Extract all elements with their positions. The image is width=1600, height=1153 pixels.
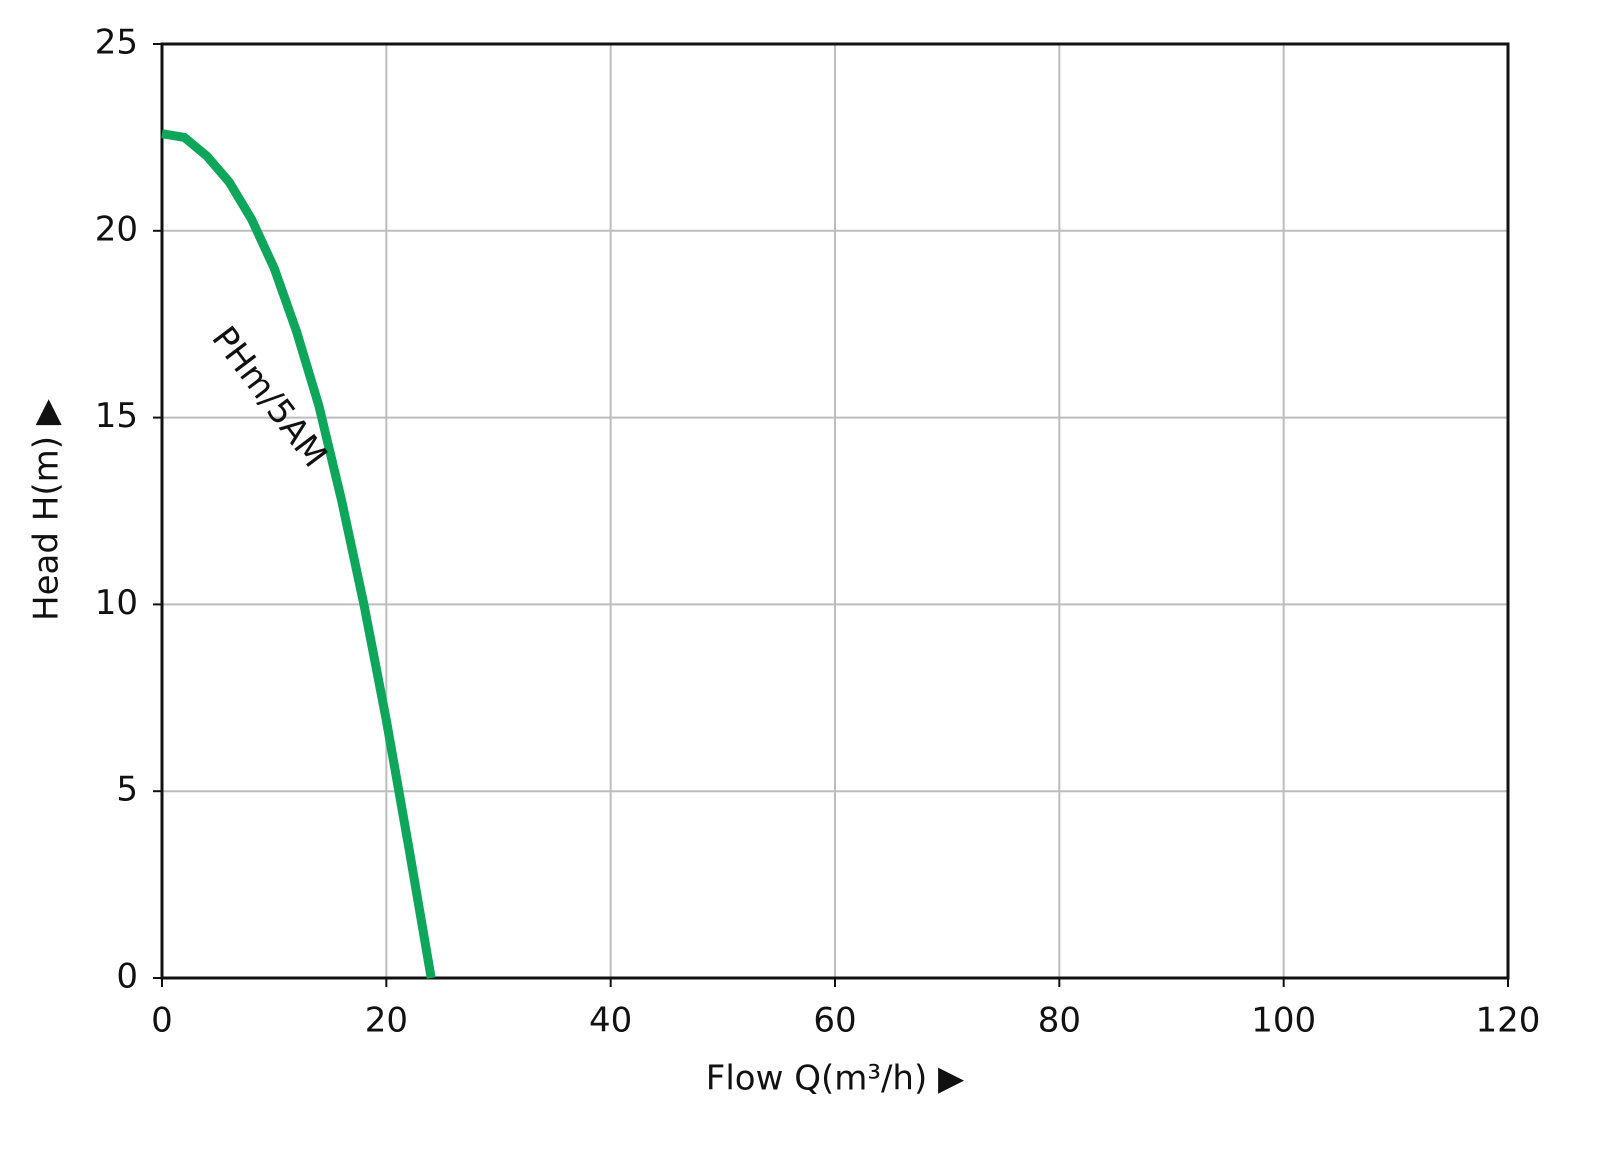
x-axis-label: Flow Q(m³/h) ▶ (706, 1059, 965, 1099)
x-tick-label: 80 (1038, 1001, 1081, 1041)
x-tick-label: 0 (151, 1001, 173, 1041)
y-tick-label: 15 (95, 396, 138, 436)
y-tick-label: 25 (95, 23, 138, 63)
y-tick-label: 10 (95, 583, 138, 623)
y-tick-label: 20 (95, 209, 138, 249)
x-tick-label: 120 (1476, 1001, 1541, 1041)
y-axis-label: Head H(m) ▶ (27, 398, 67, 621)
x-tick-label: 20 (365, 1001, 408, 1041)
x-tick-label: 60 (813, 1001, 856, 1041)
x-tick-label: 40 (589, 1001, 632, 1041)
y-tick-label: 5 (116, 770, 138, 810)
y-tick-label: 0 (116, 957, 138, 997)
x-tick-label: 100 (1251, 1001, 1316, 1041)
curve (161, 129, 436, 979)
plot-frame (160, 42, 1510, 980)
